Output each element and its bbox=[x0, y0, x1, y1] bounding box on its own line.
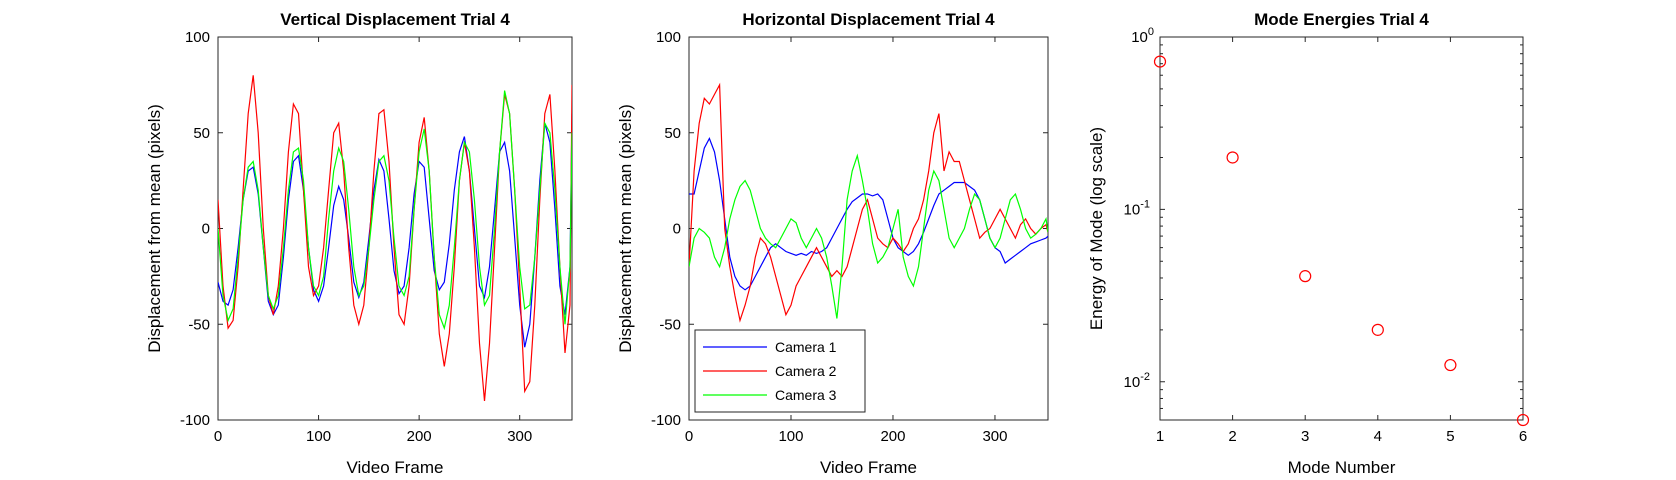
chart-title: Vertical Displacement Trial 4 bbox=[280, 10, 510, 29]
x-axis-label: Mode Number bbox=[1288, 458, 1396, 477]
x-axis-label: Video Frame bbox=[346, 458, 443, 477]
chart-title: Mode Energies Trial 4 bbox=[1254, 10, 1429, 29]
y-tick-label: 10-2 bbox=[1124, 371, 1150, 391]
y-tick-label: 0 bbox=[673, 221, 681, 238]
y-tick-label: 50 bbox=[664, 125, 681, 142]
x-tick-label: 300 bbox=[982, 428, 1007, 445]
legend-label: Camera 3 bbox=[775, 387, 837, 403]
y-tick-label: 100 bbox=[185, 29, 210, 46]
y-tick-label: 0 bbox=[202, 221, 210, 238]
legend-label: Camera 1 bbox=[775, 339, 837, 355]
y-tick-label: -100 bbox=[180, 412, 210, 429]
y-tick-label: -50 bbox=[659, 316, 681, 333]
chart-title: Horizontal Displacement Trial 4 bbox=[742, 10, 995, 29]
data-point-4 bbox=[1371, 323, 1384, 336]
x-tick-label: 0 bbox=[214, 428, 222, 445]
x-tick-label: 1 bbox=[1156, 428, 1164, 445]
x-tick-label: 5 bbox=[1446, 428, 1454, 445]
y-tick-label: 100 bbox=[1131, 26, 1154, 46]
x-tick-label: 300 bbox=[507, 428, 532, 445]
series-line-camera-3 bbox=[689, 153, 1048, 319]
x-tick-label: 200 bbox=[880, 428, 905, 445]
x-tick-label: 100 bbox=[306, 428, 331, 445]
y-tick-label: -50 bbox=[188, 316, 210, 333]
series-line-camera-1 bbox=[218, 113, 572, 348]
x-tick-label: 3 bbox=[1301, 428, 1309, 445]
x-tick-label: 4 bbox=[1374, 428, 1382, 445]
axes-box bbox=[1159, 36, 1524, 421]
y-axis-label: Displacement from mean (pixels) bbox=[145, 104, 164, 352]
x-tick-label: 200 bbox=[407, 428, 432, 445]
y-tick-label: 100 bbox=[656, 29, 681, 46]
y-tick-label: 10-1 bbox=[1124, 198, 1150, 218]
data-point-6 bbox=[1516, 413, 1530, 427]
legend-label: Camera 2 bbox=[775, 363, 837, 379]
x-tick-label: 6 bbox=[1519, 428, 1527, 445]
x-tick-label: 100 bbox=[778, 428, 803, 445]
series-line-camera-3 bbox=[218, 90, 572, 331]
y-tick-label: 50 bbox=[193, 125, 210, 142]
y-tick-label: -100 bbox=[651, 412, 681, 429]
x-axis-label: Video Frame bbox=[820, 458, 917, 477]
chart-2: 0 100 200 300 -100 -50 0 50 100 Horizontal Displa… bbox=[616, 10, 1049, 477]
series-line-camera-2 bbox=[689, 82, 1048, 323]
chart-1: 0 100 200 300 -100 -50 0 50 100 Vertical Displace… bbox=[145, 10, 573, 477]
y-axis-label: Displacement from mean (pixels) bbox=[616, 104, 635, 352]
x-tick-label: 0 bbox=[685, 428, 693, 445]
data-point-1 bbox=[1153, 55, 1167, 68]
data-point-3 bbox=[1299, 270, 1312, 283]
data-point-5 bbox=[1444, 358, 1457, 372]
x-tick-label: 2 bbox=[1228, 428, 1236, 445]
y-axis-label: Energy of Mode (log scale) bbox=[1087, 127, 1106, 330]
chart-3: 1 2 3 4 5 6 100 10-1 10-2 Mode Energies Trial 4 Mo… bbox=[1087, 10, 1530, 477]
series-line-camera-2 bbox=[218, 75, 572, 401]
axes-box bbox=[217, 36, 573, 421]
legend: Camera 1 Camera 2 Camera 3 bbox=[694, 329, 866, 413]
data-point-2 bbox=[1226, 151, 1239, 164]
